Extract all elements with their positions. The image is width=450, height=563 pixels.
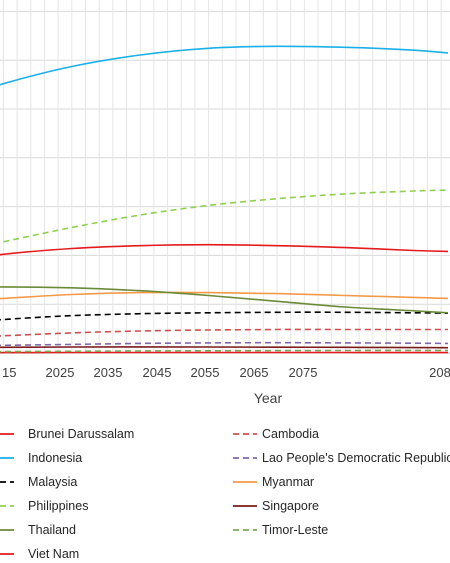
- series-line-cambodia: [0, 328, 448, 337]
- series-line-viet-nam: [0, 243, 449, 256]
- x-tick-label: 2035: [94, 365, 123, 380]
- series-lines: [0, 45, 449, 354]
- legend-label: Singapore: [262, 499, 319, 513]
- legend-label: Malaysia: [28, 475, 77, 489]
- series-line-timor-leste: [0, 349, 448, 353]
- series-line-lao-people-s-democratic-republic: [0, 341, 449, 347]
- legend-label: Timor-Leste: [262, 523, 328, 537]
- x-tick-label: 15: [2, 365, 16, 380]
- legend: Brunei Darussalam Cambodia Indonesia Lao Pe…: [0, 427, 450, 561]
- legend-label: Cambodia: [262, 427, 319, 441]
- x-tick-label: 2045: [143, 365, 172, 380]
- series-line-myanmar: [0, 291, 449, 300]
- legend-label: Philippines: [28, 499, 88, 513]
- series-line-indonesia: [0, 45, 449, 86]
- x-axis-title: Year: [254, 390, 283, 406]
- x-tick-label: 2025: [46, 365, 75, 380]
- legend-label: Myanmar: [262, 475, 314, 489]
- series-line-malaysia: [0, 311, 449, 321]
- legend-label: Thailand: [28, 523, 76, 537]
- legend-label: Viet Nam: [28, 547, 79, 561]
- x-tick-label: 2075: [289, 365, 318, 380]
- series-line-singapore: [0, 346, 449, 349]
- series-line-thailand: [0, 286, 449, 314]
- legend-label: Lao People's Democratic Republic: [262, 451, 450, 465]
- x-tick-label: 2055: [191, 365, 220, 380]
- x-tick-label: 208: [429, 365, 450, 380]
- x-axis-ticks: 15 2025 2035 2045 2055 2065 2075 208: [2, 365, 450, 380]
- legend-label: Brunei Darussalam: [28, 427, 134, 441]
- legend-label: Indonesia: [28, 451, 82, 465]
- gridlines: [0, 0, 450, 354]
- series-line-philippines: [0, 189, 449, 244]
- x-tick-label: 2065: [240, 365, 269, 380]
